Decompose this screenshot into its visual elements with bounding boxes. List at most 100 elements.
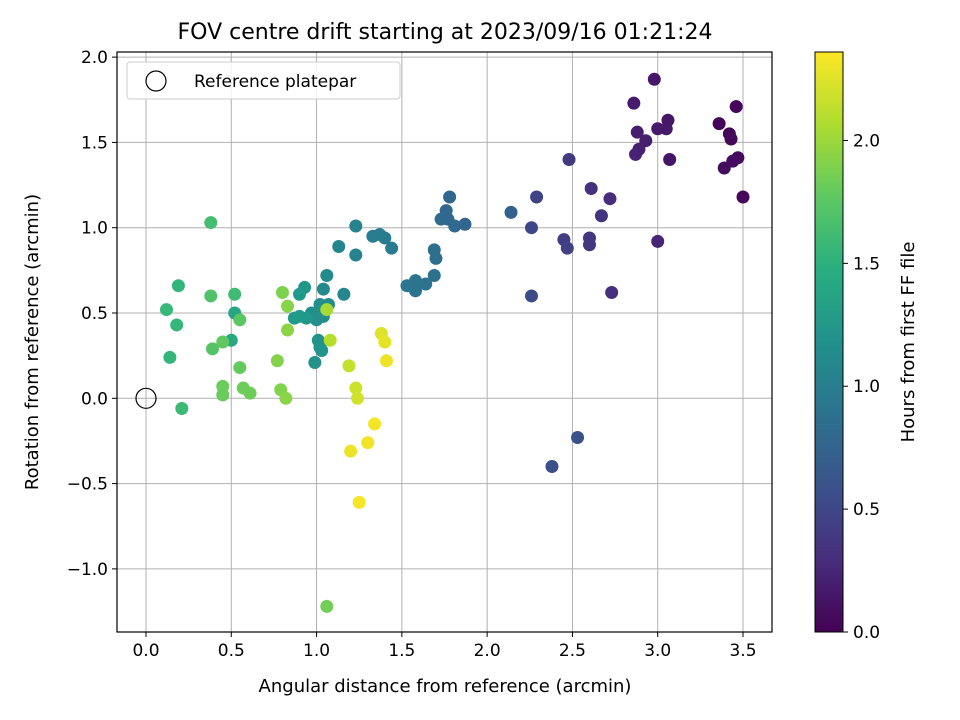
legend-label: Reference platepar	[194, 72, 356, 92]
y-tick-label: 2.0	[81, 48, 108, 68]
data-point	[349, 248, 363, 262]
y-tick-label: −0.5	[67, 475, 108, 495]
data-point	[320, 268, 334, 282]
data-point	[663, 152, 677, 166]
data-point	[659, 122, 673, 136]
data-point	[378, 335, 392, 349]
x-tick-label: 1.5	[388, 641, 415, 661]
data-point	[630, 125, 644, 139]
data-point	[233, 361, 247, 375]
data-point	[243, 386, 257, 400]
data-point	[524, 221, 538, 235]
data-point	[216, 335, 230, 349]
data-point	[366, 229, 380, 243]
colorbar-tick-label: 2.0	[853, 131, 880, 151]
data-point	[344, 444, 358, 458]
y-tick-label: 1.5	[81, 133, 108, 153]
data-points	[159, 72, 750, 613]
data-point	[352, 495, 366, 509]
legend-box	[126, 61, 401, 100]
data-point	[594, 209, 608, 223]
data-point	[562, 152, 576, 166]
data-point	[315, 344, 329, 358]
data-point	[724, 132, 738, 146]
y-axis-ticks: −1.0 −0.5 0.0 0.5 1.0 1.5 2.0	[67, 48, 117, 580]
data-point	[627, 96, 641, 110]
data-point	[349, 219, 363, 233]
x-axis-ticks: 0.0 0.5 1.0 1.5 2.0 2.5 3.0 3.5	[132, 632, 757, 661]
data-point	[320, 303, 334, 317]
data-point	[170, 318, 184, 332]
data-point	[427, 268, 441, 282]
data-point	[560, 241, 574, 255]
data-point	[419, 277, 433, 291]
data-point	[717, 161, 731, 175]
reference-marker	[135, 387, 157, 409]
data-point	[524, 289, 538, 303]
data-point	[545, 460, 559, 474]
data-point	[275, 286, 289, 300]
x-axis-label: Angular distance from reference (arcmin)	[259, 676, 632, 697]
data-point	[342, 359, 356, 373]
legend: Reference platepar	[126, 61, 401, 100]
data-point	[629, 147, 643, 161]
data-point	[380, 354, 394, 368]
data-point	[385, 241, 399, 255]
data-point	[159, 303, 173, 317]
colorbar-tick-label: 0.5	[853, 500, 880, 520]
x-tick-label: 3.5	[729, 641, 756, 661]
data-point	[351, 391, 365, 405]
data-point	[308, 355, 322, 369]
data-point	[571, 431, 585, 445]
data-point	[349, 381, 363, 395]
data-point	[448, 219, 462, 233]
data-point	[163, 350, 177, 364]
data-point	[409, 284, 423, 298]
x-tick-label: 2.0	[474, 641, 501, 661]
data-point	[603, 192, 617, 206]
data-point	[332, 239, 346, 253]
y-tick-label: 0.0	[81, 389, 108, 409]
colorbar-tick-label: 1.5	[853, 254, 880, 274]
data-point	[216, 388, 230, 402]
y-tick-label: −1.0	[67, 560, 108, 580]
data-point	[316, 282, 330, 296]
colorbar-tick-label: 1.0	[853, 377, 880, 397]
x-tick-label: 1.0	[303, 641, 330, 661]
data-point	[443, 190, 457, 204]
data-point	[712, 117, 726, 131]
y-tick-label: 1.0	[81, 219, 108, 239]
data-point	[582, 238, 596, 252]
data-point	[281, 323, 295, 337]
data-point	[293, 287, 307, 301]
data-point	[337, 287, 351, 301]
data-point	[584, 181, 598, 195]
y-tick-label: 0.5	[81, 304, 108, 324]
data-point	[458, 217, 472, 231]
colorbar-tick-label: 0.0	[853, 623, 880, 643]
colorbar-label: Hours from first FF file	[898, 242, 919, 443]
data-point	[204, 216, 218, 230]
data-point	[204, 289, 218, 303]
data-point	[206, 342, 220, 356]
data-point	[171, 279, 185, 293]
data-point	[736, 190, 750, 204]
y-axis-label: Rotation from reference (arcmin)	[22, 194, 43, 490]
data-point	[320, 599, 334, 613]
data-point	[368, 417, 382, 431]
data-point	[651, 234, 665, 248]
data-point	[279, 391, 293, 405]
data-point	[361, 436, 375, 450]
data-point	[729, 100, 743, 114]
colorbar-ticks: 0.0 0.5 1.0 1.5 2.0	[843, 131, 880, 643]
data-point	[605, 286, 619, 300]
grid	[117, 52, 772, 632]
data-point	[281, 299, 295, 313]
chart-title: FOV centre drift starting at 2023/09/16 …	[178, 20, 713, 45]
colorbar	[814, 51, 844, 633]
data-point	[233, 313, 247, 327]
x-tick-label: 3.0	[644, 641, 671, 661]
legend-marker	[145, 70, 167, 92]
reference-point	[135, 387, 157, 409]
data-point	[228, 287, 242, 301]
